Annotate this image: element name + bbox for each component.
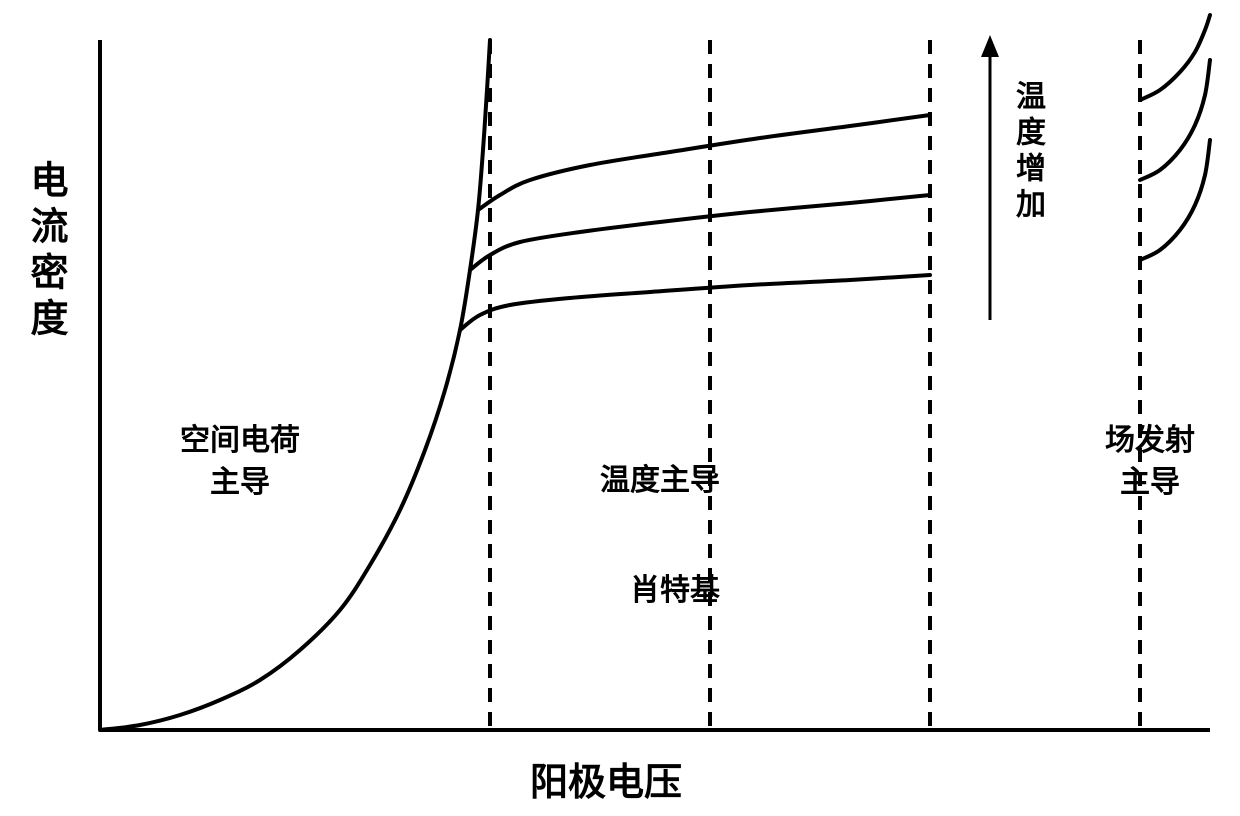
region3-line2: 主导	[1120, 466, 1180, 499]
region2-text: 温度主导	[600, 464, 720, 497]
temperature-arrow-label: 温度增加	[1005, 80, 1049, 224]
region2-sub-text: 肖特基	[630, 574, 720, 607]
region-label-schottky: 肖特基	[630, 570, 720, 612]
region-label-field-emission: 场发射 主导	[1105, 420, 1195, 504]
region3-line1: 场发射	[1105, 424, 1195, 457]
y-axis-label: 电流密度	[18, 160, 73, 344]
region-label-temperature: 温度主导	[600, 460, 720, 502]
region1-line1: 空间电荷	[180, 424, 300, 457]
chart-container: 电流密度 阳极电压 空间电荷 主导 温度主导 肖特基 场发射 主导 温度增加	[10, 10, 1230, 806]
x-axis-label: 阳极电压	[530, 751, 682, 806]
region-label-space-charge: 空间电荷 主导	[180, 420, 300, 504]
region1-line2: 主导	[210, 466, 270, 499]
